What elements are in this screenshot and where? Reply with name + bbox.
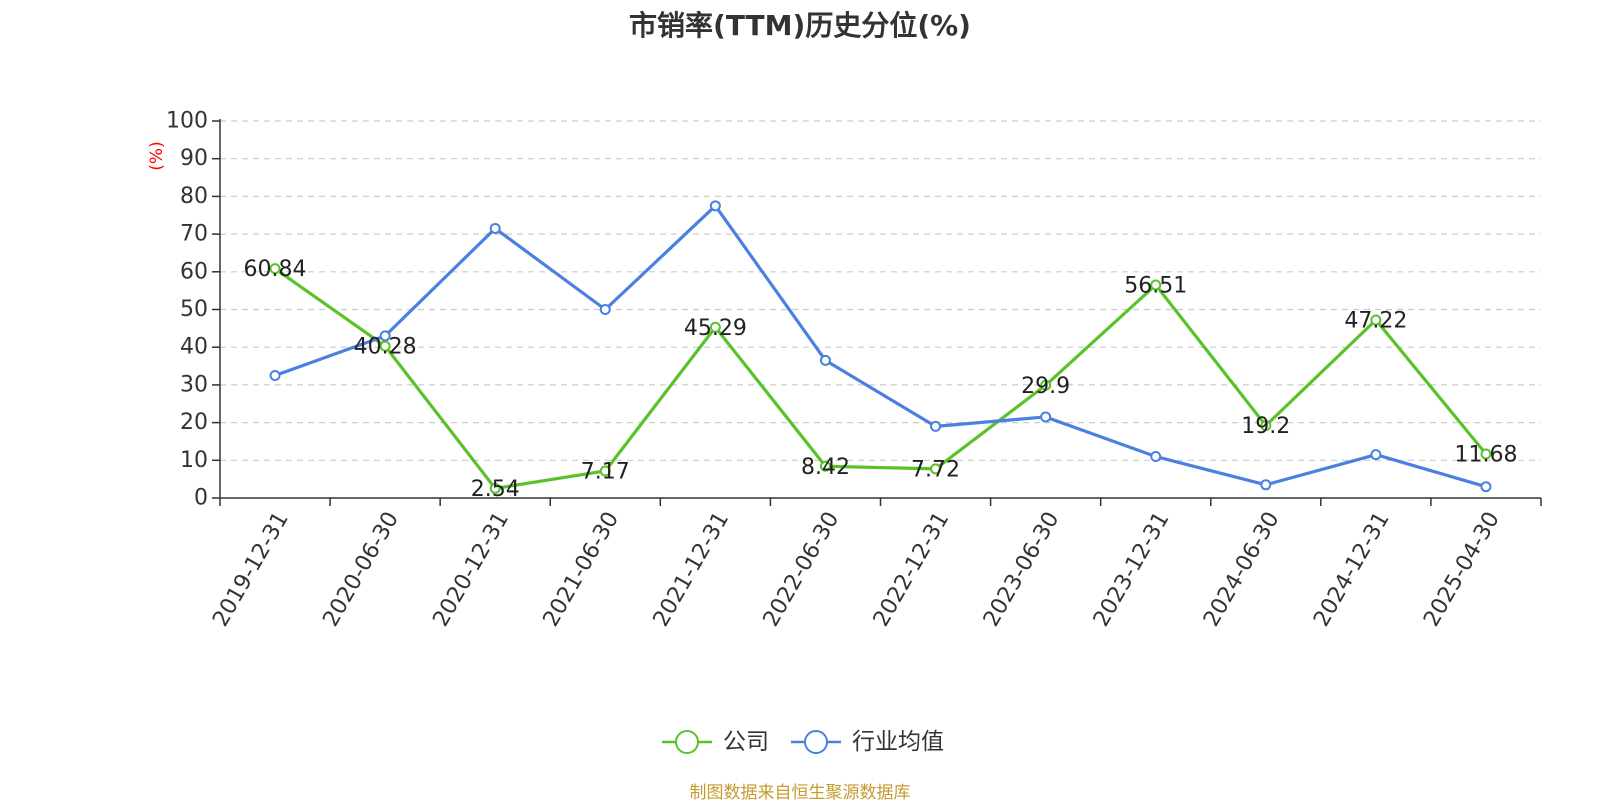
y-tick-label: 60 (180, 259, 208, 284)
series-line-0 (274, 267, 1488, 491)
data-point (709, 321, 721, 333)
y-axis-unit-label: (%) (147, 141, 167, 170)
data-point (1040, 379, 1052, 391)
legend: 公司 行业均值 (662, 729, 944, 755)
data-point (489, 222, 501, 234)
data-label: 47.22 (1344, 308, 1407, 333)
data-point (489, 482, 501, 494)
x-tick-label: 2024-12-31 (1309, 508, 1395, 631)
y-tick-label: 100 (166, 109, 208, 134)
y-tick-label: 80 (180, 184, 208, 209)
y-tick-label: 70 (180, 222, 208, 247)
x-tick-label: 2021-12-31 (649, 508, 735, 631)
data-point (1260, 479, 1272, 491)
x-tick-label: 2022-12-31 (869, 508, 955, 631)
data-label: 19.2 (1241, 414, 1290, 439)
data-label: 56.51 (1124, 273, 1187, 298)
x-tick-label: 2023-06-30 (979, 508, 1065, 631)
data-point (819, 354, 831, 366)
data-label: 60.84 (244, 257, 307, 282)
x-tick-label: 2020-12-31 (428, 508, 514, 631)
x-tick-label: 2022-06-30 (759, 508, 845, 631)
legend-marker (675, 730, 699, 754)
legend-label: 公司 (723, 729, 769, 755)
x-tick-label: 2025-04-30 (1419, 508, 1505, 631)
data-point (1370, 314, 1382, 326)
data-point (599, 304, 611, 315)
x-tick-label: 2020-06-30 (318, 508, 404, 631)
data-point (379, 340, 391, 352)
x-tick-label: 2021-06-30 (539, 508, 625, 631)
legend-item-0[interactable]: 公司 (662, 729, 769, 755)
data-point (709, 200, 721, 212)
data-point (1040, 411, 1052, 423)
data-point (1480, 448, 1492, 460)
data-point (599, 465, 611, 477)
legend-item-1[interactable]: 行业均值 (791, 729, 944, 755)
data-label: 7.72 (911, 457, 960, 482)
data-point (819, 460, 831, 472)
data-point (1370, 449, 1382, 461)
data-label: 40.28 (354, 335, 417, 360)
data-labels: 60.84 40.28 2.54 7.17 45.29 8.42 7.72 29.9 56.51… (244, 257, 1518, 502)
data-label: 7.17 (581, 459, 630, 484)
data-point (269, 369, 281, 381)
x-tick-label: 2024-06-30 (1199, 508, 1285, 631)
grid-lines (220, 120, 1541, 461)
data-label: 11.68 (1454, 442, 1517, 467)
data-point (1480, 481, 1492, 493)
x-tick-label: 2023-12-31 (1089, 508, 1175, 631)
data-label: 8.42 (801, 455, 850, 480)
series-line-1 (274, 204, 1487, 489)
legend-marker (804, 730, 828, 754)
y-tick-label: 20 (180, 410, 208, 435)
y-tick-label: 40 (180, 335, 208, 360)
data-point (1260, 420, 1272, 432)
y-tick-label: 30 (180, 372, 208, 397)
data-label: 2.54 (471, 477, 520, 502)
data-point (930, 463, 942, 475)
x-tick-label: 2019-12-31 (208, 508, 294, 631)
data-label: 29.9 (1021, 374, 1070, 399)
y-tick-label: 50 (180, 297, 208, 322)
series-lines (269, 200, 1492, 494)
chart-title: 市销率(TTM)历史分位(%) (629, 9, 971, 42)
data-point (930, 420, 942, 432)
data-point (379, 330, 391, 342)
data-point (269, 263, 281, 275)
data-source-note: 制图数据来自恒生聚源数据库 (689, 783, 911, 803)
legend-label: 行业均值 (852, 729, 944, 755)
y-tick-label: 0 (194, 486, 208, 511)
data-point (1150, 279, 1162, 291)
y-tick-label: 90 (180, 146, 208, 171)
y-tick-label: 10 (180, 448, 208, 473)
data-point (1150, 451, 1162, 463)
data-label: 45.29 (684, 316, 747, 341)
